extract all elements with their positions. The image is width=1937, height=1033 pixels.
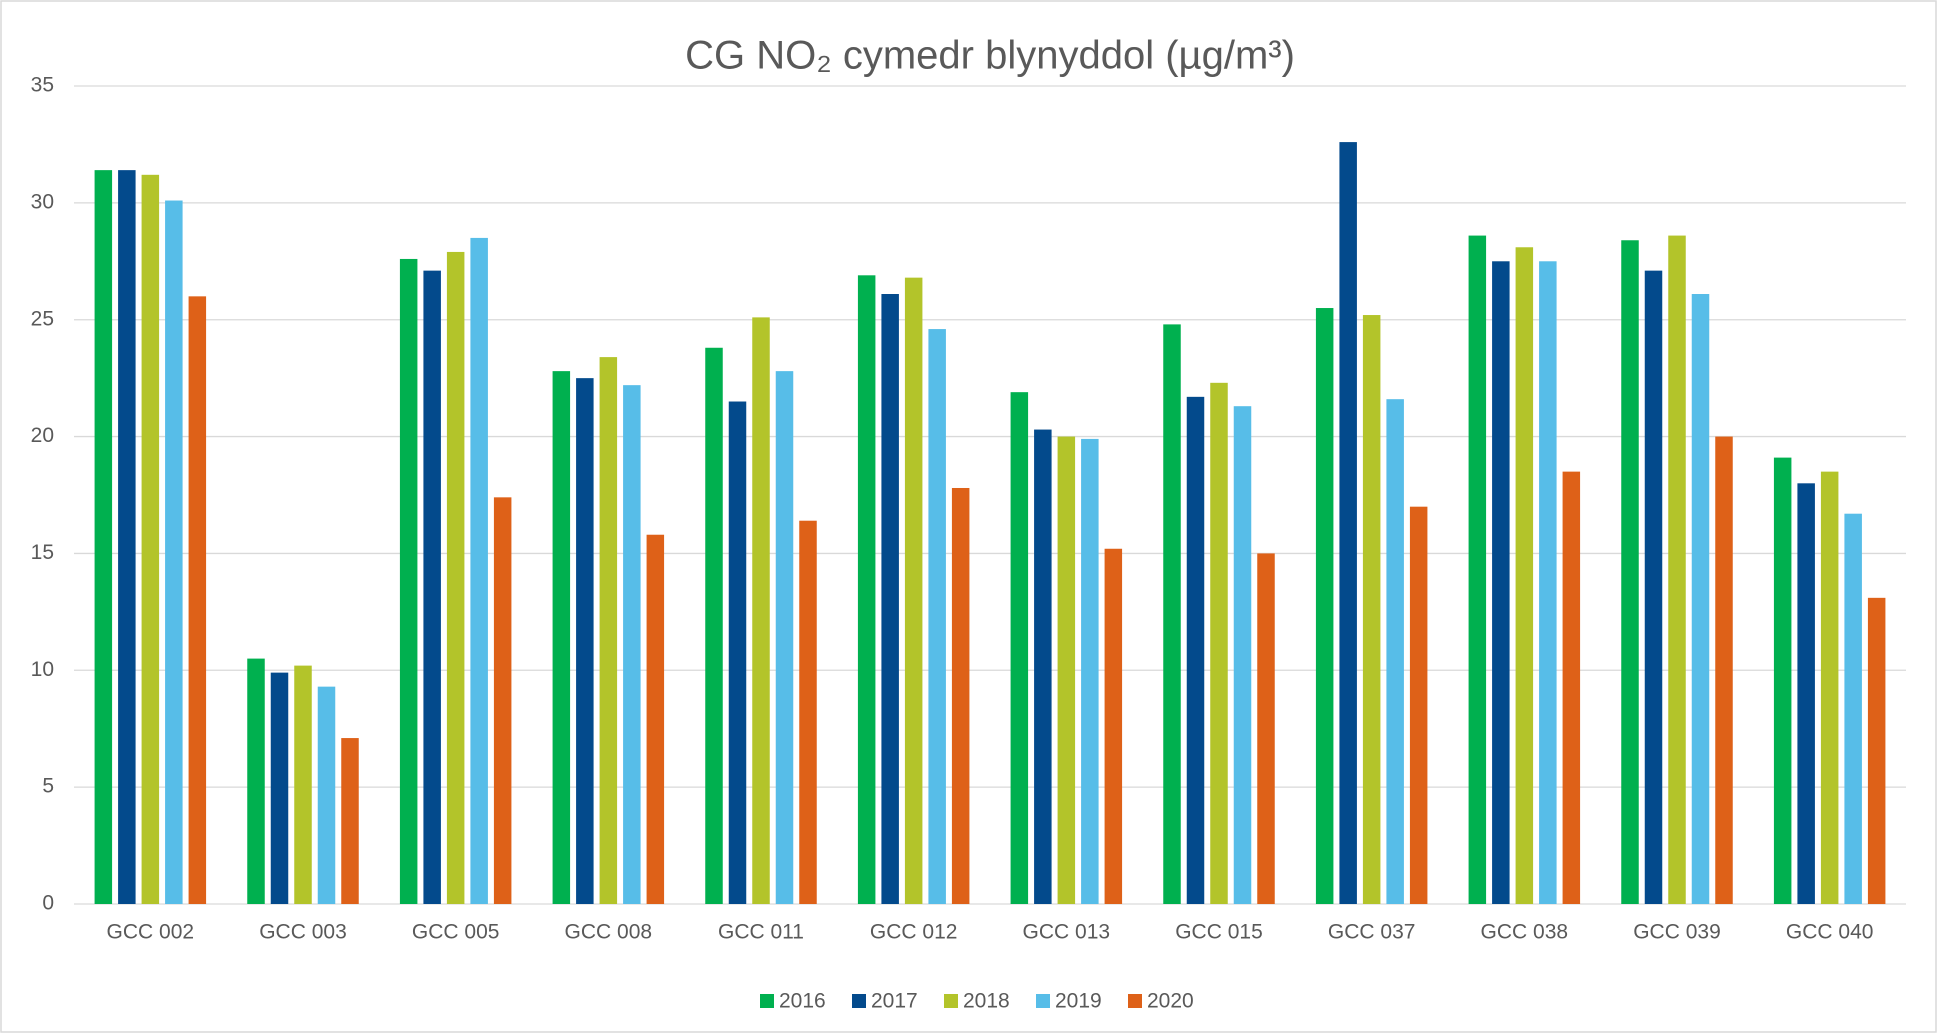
bar <box>1186 396 1205 904</box>
bar <box>141 174 160 905</box>
y-tick-label: 20 <box>31 424 54 447</box>
y-tick-label: 30 <box>31 190 54 213</box>
legend-swatch <box>1036 994 1050 1008</box>
x-tick-label: GCC 040 <box>1786 921 1874 944</box>
bar <box>1691 294 1710 904</box>
legend-swatch <box>852 994 866 1008</box>
x-tick-label: GCC 002 <box>107 921 195 944</box>
bar <box>752 317 770 904</box>
bar <box>270 672 289 904</box>
bar <box>1081 438 1099 904</box>
legend-label: 2019 <box>1055 990 1102 1013</box>
bar <box>1010 392 1029 904</box>
legend-label: 2020 <box>1147 990 1194 1013</box>
x-tick-label: GCC 012 <box>870 921 958 944</box>
legend-label: 2018 <box>963 990 1010 1013</box>
bar <box>1844 513 1862 904</box>
bar <box>247 658 265 904</box>
bar <box>294 665 312 904</box>
bar <box>493 497 512 904</box>
bar <box>317 686 336 904</box>
bar <box>1797 483 1815 904</box>
legend-label: 2017 <box>871 990 918 1013</box>
bar <box>1386 399 1404 904</box>
bar <box>1773 457 1792 904</box>
x-tick-label: GCC 038 <box>1481 921 1569 944</box>
bar <box>446 251 465 905</box>
x-tick-label: GCC 013 <box>1023 921 1111 944</box>
x-tick-label: GCC 015 <box>1175 921 1263 944</box>
bar <box>1163 324 1181 905</box>
bar <box>1257 553 1275 904</box>
x-tick-label: GCC 005 <box>412 921 500 944</box>
x-tick-label: GCC 003 <box>259 921 347 944</box>
bar <box>1104 548 1123 904</box>
bar <box>1492 261 1510 904</box>
bar <box>881 294 899 904</box>
bar <box>576 378 594 905</box>
x-tick-label: GCC 011 <box>718 921 804 944</box>
legend-swatch <box>760 994 774 1008</box>
bar <box>599 357 618 904</box>
bar <box>552 371 571 904</box>
bar <box>1621 240 1639 904</box>
bar <box>1468 235 1487 904</box>
bar <box>470 237 488 904</box>
bar <box>1715 436 1733 904</box>
bar <box>1409 506 1428 904</box>
legend-label: 2016 <box>779 990 826 1013</box>
bar <box>1539 261 1557 904</box>
bar <box>1867 597 1886 904</box>
bar <box>1233 406 1252 904</box>
bar <box>799 520 817 904</box>
bar <box>705 347 723 904</box>
y-tick-label: 0 <box>42 892 54 915</box>
bar <box>1034 429 1052 904</box>
bar <box>1515 247 1534 904</box>
bar <box>165 200 183 904</box>
bar <box>623 385 641 904</box>
bar <box>341 738 359 904</box>
y-tick-label: 25 <box>31 307 54 330</box>
bar <box>1644 270 1663 904</box>
bar <box>94 170 113 904</box>
bar <box>928 329 946 904</box>
legend-swatch <box>944 994 958 1008</box>
y-tick-label: 10 <box>31 658 54 681</box>
bar <box>1362 315 1381 904</box>
y-tick-label: 5 <box>42 775 54 798</box>
y-tick-label: 15 <box>31 541 54 564</box>
legend-swatch <box>1128 994 1142 1008</box>
bar <box>1562 471 1581 904</box>
bar <box>118 170 136 904</box>
bar <box>857 275 876 904</box>
x-tick-label: GCC 037 <box>1328 921 1416 944</box>
bar <box>775 371 794 904</box>
bar <box>423 270 441 904</box>
bar <box>1820 471 1839 904</box>
bar <box>951 487 970 904</box>
bar <box>728 401 747 904</box>
bar <box>399 258 418 904</box>
bar <box>1210 382 1228 904</box>
bar <box>1057 436 1076 904</box>
bar <box>1339 142 1357 904</box>
x-tick-label: GCC 039 <box>1633 921 1721 944</box>
chart-title: CG NO₂ cymedr blynyddol (µg/m³) <box>685 34 1295 78</box>
y-tick-label: 35 <box>31 74 54 97</box>
bar <box>188 296 207 904</box>
bar <box>1315 308 1334 904</box>
x-tick-label: GCC 008 <box>565 921 653 944</box>
bar <box>904 277 923 904</box>
bar <box>1668 235 1686 904</box>
bar <box>646 534 665 904</box>
